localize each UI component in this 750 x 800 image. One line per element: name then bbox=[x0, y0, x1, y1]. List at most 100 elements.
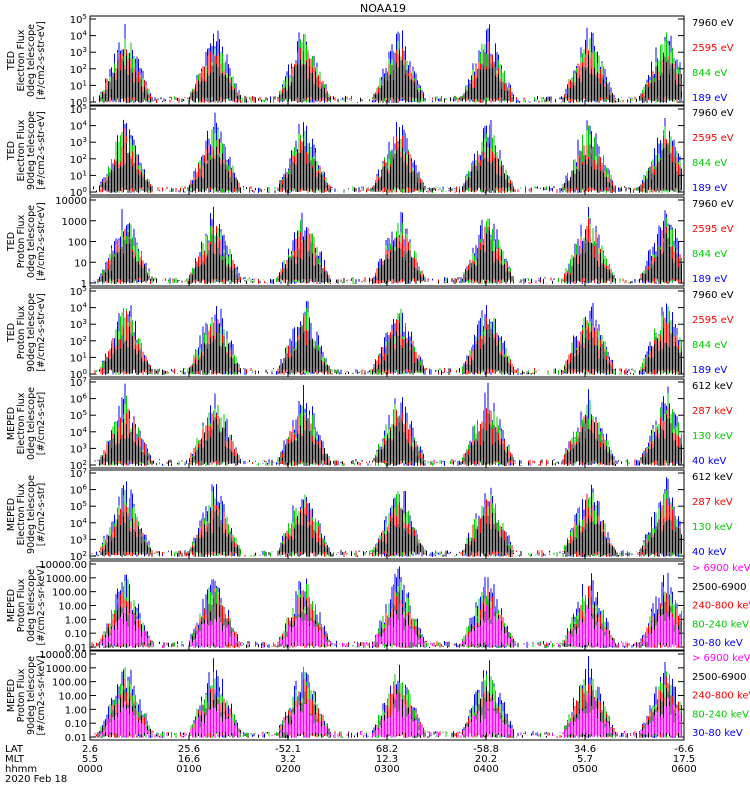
legend-entry: > 6900 keV bbox=[692, 653, 750, 664]
y-tick-label: 0.01 bbox=[65, 643, 87, 654]
y-tick-label: 105 bbox=[70, 103, 87, 116]
y-tick-label: 103 bbox=[70, 136, 87, 149]
x-tick-lat: 68.2 bbox=[376, 744, 398, 755]
y-tick-label: 102 bbox=[70, 335, 87, 348]
x-tick-hhmm: 0000 bbox=[77, 764, 102, 775]
y-tick-label: 102 bbox=[70, 63, 87, 76]
y-axis-label: MEPEDElectron Flux90deg telescope[#/cm2-… bbox=[6, 475, 47, 554]
series-trace bbox=[94, 310, 682, 375]
series-trace bbox=[94, 676, 682, 738]
y-tick-label: 1.00 bbox=[65, 705, 87, 716]
legend-entry: 2595 eV bbox=[692, 315, 734, 326]
x-tick-mlt: 12.3 bbox=[376, 754, 398, 765]
legend-entry: 287 keV bbox=[692, 497, 733, 508]
x-tick-hhmm: 0100 bbox=[176, 764, 201, 775]
legend-entry: 844 eV bbox=[692, 68, 727, 79]
legend-entry: 240-800 keV bbox=[692, 601, 750, 612]
legend-entry: 2500-6900 bbox=[692, 672, 747, 683]
legend-entry: 30-80 keV bbox=[692, 638, 743, 649]
legend-entry: 240-800 keV bbox=[692, 691, 750, 702]
x-tick-lat: -58.8 bbox=[473, 744, 499, 755]
x-tick-lat: 25.6 bbox=[178, 744, 200, 755]
y-tick-label: 10000 bbox=[55, 196, 87, 207]
series-trace bbox=[94, 508, 682, 557]
legend-entry: 2595 eV bbox=[692, 43, 734, 54]
y-tick-label: 1 bbox=[81, 279, 87, 290]
series-trace bbox=[94, 566, 682, 648]
xaxis-row-label-hhmm: hhmm bbox=[5, 764, 37, 775]
panel-3: 10000 1000 100 10 1 TEDProton Flux0deg telesc… bbox=[6, 196, 734, 290]
xaxis-row-label-lat: LAT bbox=[5, 744, 24, 755]
y-tick-label: 101 bbox=[70, 79, 87, 92]
y-tick-label: 103 bbox=[70, 318, 87, 331]
legend-entry: 7960 eV bbox=[692, 108, 734, 119]
x-tick-mlt: 3.2 bbox=[280, 754, 296, 765]
y-tick-label: 105 bbox=[70, 500, 87, 513]
x-tick-hhmm: 0200 bbox=[275, 764, 300, 775]
y-tick-label: 107 bbox=[70, 376, 87, 389]
series-trace bbox=[94, 124, 682, 193]
y-tick-label: 105 bbox=[70, 285, 87, 298]
x-tick-lat: 2.6 bbox=[82, 744, 98, 755]
x-tick-mlt: 16.6 bbox=[178, 754, 200, 765]
legend-entry: 189 eV bbox=[692, 365, 727, 376]
legend-entry: > 6900 keV bbox=[692, 563, 750, 574]
xaxis-row-label-mlt: MLT bbox=[5, 754, 25, 765]
y-axis-label: TEDElectron Flux90deg telescope[#/cm2-s-… bbox=[6, 111, 47, 190]
y-tick-label: 103 bbox=[70, 46, 87, 59]
y-tick-label: 106 bbox=[70, 393, 88, 406]
y-axis-label: TEDElectron Flux0deg telescope[#/cm2-s-s… bbox=[6, 21, 47, 100]
y-tick-label: 100.00 bbox=[52, 588, 87, 599]
x-tick-lat: -52.1 bbox=[275, 744, 301, 755]
legend-entry: 7960 eV bbox=[692, 18, 734, 29]
y-tick-label: 10000.00 bbox=[39, 560, 87, 571]
x-tick-mlt: 20.2 bbox=[475, 754, 497, 765]
legend-entry: 7960 eV bbox=[692, 290, 734, 301]
y-tick-label: 10.00 bbox=[58, 602, 87, 613]
panels-group: 105 104 103 102 101 100 TEDElectron Flux0deg t… bbox=[6, 13, 750, 744]
legend-entry: 80-240 keV bbox=[692, 709, 749, 720]
legend-entry: 287 keV bbox=[692, 406, 733, 417]
y-tick-label: 0.01 bbox=[65, 733, 87, 744]
legend-entry: 30-80 keV bbox=[692, 728, 743, 739]
y-tick-label: 102 bbox=[70, 153, 87, 166]
y-tick-label: 10.00 bbox=[58, 692, 87, 703]
legend-entry: 189 eV bbox=[692, 183, 727, 194]
y-tick-label: 106 bbox=[70, 484, 88, 497]
series-trace bbox=[94, 693, 682, 738]
y-tick-label: 0.10 bbox=[65, 629, 87, 640]
legend-entry: 844 eV bbox=[692, 158, 727, 169]
y-tick-label: 107 bbox=[70, 467, 87, 480]
legend-entry: 612 keV bbox=[692, 381, 733, 392]
x-tick-lat: -6.6 bbox=[674, 744, 694, 755]
x-tick-lat: 34.6 bbox=[574, 744, 596, 755]
series-trace bbox=[94, 413, 682, 466]
y-tick-label: 104 bbox=[70, 302, 88, 315]
series-trace bbox=[97, 216, 682, 284]
series-trace bbox=[99, 50, 682, 103]
y-tick-label: 1000 bbox=[62, 217, 87, 228]
legend-entry: 2595 eV bbox=[692, 133, 734, 144]
legend-entry: 130 keV bbox=[692, 431, 733, 442]
y-tick-label: 101 bbox=[70, 351, 87, 364]
series-trace bbox=[94, 206, 682, 284]
series-trace bbox=[97, 604, 682, 648]
y-tick-label: 1000.00 bbox=[46, 664, 87, 675]
y-tick-label: 104 bbox=[70, 30, 88, 43]
series-trace bbox=[93, 227, 682, 284]
y-axis-label: MEPEDProton Flux0deg telescope[#/cm2-s-s… bbox=[6, 565, 47, 645]
y-tick-label: 10000.00 bbox=[39, 650, 87, 661]
y-tick-label: 103 bbox=[70, 442, 87, 455]
x-tick-hhmm: 0600 bbox=[671, 764, 696, 775]
y-axis-label: TEDProton Flux0deg telescope[#/cm2-s-str… bbox=[6, 202, 47, 281]
legend-entry: 189 eV bbox=[692, 274, 727, 285]
y-tick-label: 105 bbox=[70, 13, 87, 26]
x-tick-hhmm: 0500 bbox=[572, 764, 597, 775]
legend-entry: 612 keV bbox=[692, 472, 733, 483]
x-tick-mlt: 5.7 bbox=[577, 754, 593, 765]
legend-entry: 130 keV bbox=[692, 522, 733, 533]
y-tick-label: 100 bbox=[68, 238, 87, 249]
